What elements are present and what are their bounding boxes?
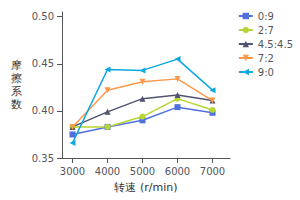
svg-text:摩: 摩 (11, 59, 22, 72)
svg-text:4000: 4000 (95, 166, 120, 177)
svg-text:6000: 6000 (165, 166, 190, 177)
svg-text:4.5:4.5: 4.5:4.5 (258, 39, 293, 50)
svg-text:9:0: 9:0 (258, 67, 274, 78)
svg-text:7000: 7000 (200, 166, 225, 177)
svg-text:0.50: 0.50 (32, 11, 54, 22)
svg-text:0.40: 0.40 (32, 105, 54, 116)
svg-text:2:7: 2:7 (258, 25, 274, 36)
svg-text:3000: 3000 (60, 166, 85, 177)
svg-text:数: 数 (11, 98, 22, 111)
svg-text:0.35: 0.35 (32, 153, 54, 164)
svg-text:5000: 5000 (130, 166, 155, 177)
svg-text:0:9: 0:9 (258, 11, 274, 22)
svg-text:系: 系 (11, 85, 22, 98)
svg-text:7:2: 7:2 (258, 53, 274, 64)
svg-text:转速 (r/min): 转速 (r/min) (114, 181, 177, 194)
svg-text:0.45: 0.45 (32, 58, 54, 69)
svg-text:擦: 擦 (11, 72, 22, 85)
